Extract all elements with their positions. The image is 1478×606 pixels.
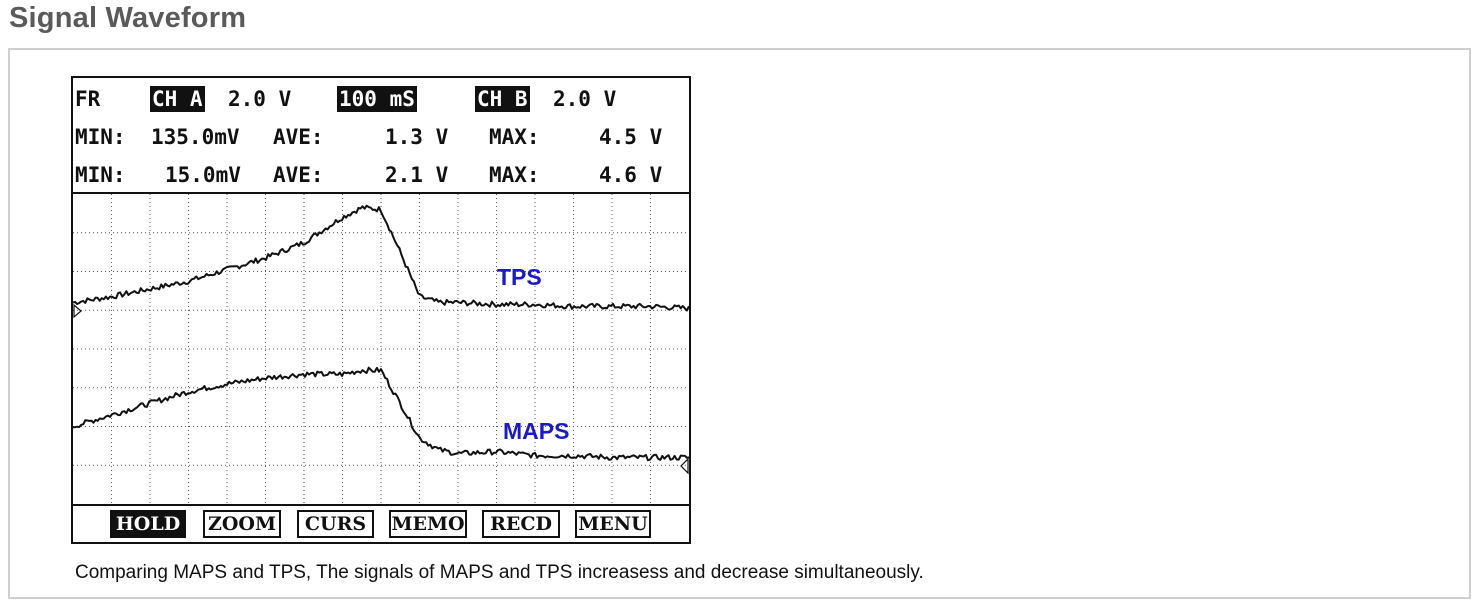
ave-value: 2.1 V xyxy=(385,163,449,187)
channel-a-label: CH A xyxy=(150,86,205,112)
channel-b-stats-row: MIN: 15.0mV AVE: 2.1 V MAX: 4.6 V xyxy=(73,158,689,192)
zoom-button[interactable]: ZOOM xyxy=(203,510,281,538)
channel-a-stats-row: MIN: 135.0mV AVE: 1.3 V MAX: 4.5 V xyxy=(73,120,689,154)
softkey-bar: HOLD ZOOM CURS MEMO RECD MENU xyxy=(73,506,689,542)
timebase-label: 100 mS xyxy=(337,86,417,112)
scope-header-row: FR CH A 2.0 V 100 mS CH B 2.0 V xyxy=(73,82,689,116)
ave-value: 1.3 V xyxy=(385,125,449,149)
tps-trace xyxy=(73,204,689,312)
marker-layer xyxy=(73,303,689,475)
waveform-plot: TPS MAPS xyxy=(73,194,689,504)
page-title: Signal Waveform xyxy=(9,2,247,34)
memo-button[interactable]: MEMO xyxy=(389,510,467,538)
min-label: MIN: xyxy=(75,125,126,149)
channel-a-marker-icon xyxy=(73,303,82,319)
label-layer: TPS MAPS xyxy=(497,264,569,444)
channel-b-marker-icon xyxy=(680,457,689,475)
menu-button[interactable]: MENU xyxy=(575,510,651,538)
hold-button[interactable]: HOLD xyxy=(110,510,186,538)
figure-caption: Comparing MAPS and TPS, The signals of M… xyxy=(75,562,924,583)
max-label: MAX: xyxy=(489,163,540,187)
maps-trace xyxy=(73,366,689,462)
channel-a-scale: 2.0 V xyxy=(228,87,292,111)
cursor-button[interactable]: CURS xyxy=(297,510,374,538)
plot-grid xyxy=(73,194,689,504)
min-label: MIN: xyxy=(75,163,126,187)
maps-label: MAPS xyxy=(503,418,569,444)
max-value: 4.5 V xyxy=(599,125,663,149)
min-value: 135.0mV xyxy=(151,125,240,149)
tps-label: TPS xyxy=(497,264,542,290)
mode-indicator: FR xyxy=(75,87,101,111)
record-button[interactable]: RECD xyxy=(482,510,560,538)
ave-label: AVE: xyxy=(273,125,324,149)
channel-b-label: CH B xyxy=(475,86,530,112)
max-value: 4.6 V xyxy=(599,163,663,187)
softkey-divider xyxy=(73,504,689,506)
oscilloscope-display: FR CH A 2.0 V 100 mS CH B 2.0 V MIN: 135… xyxy=(71,76,691,544)
max-label: MAX: xyxy=(489,125,540,149)
trace-layer xyxy=(73,204,689,462)
header-divider xyxy=(73,192,689,194)
ave-label: AVE: xyxy=(273,163,324,187)
channel-b-scale: 2.0 V xyxy=(553,87,617,111)
min-value: 15.0mV xyxy=(165,163,241,187)
